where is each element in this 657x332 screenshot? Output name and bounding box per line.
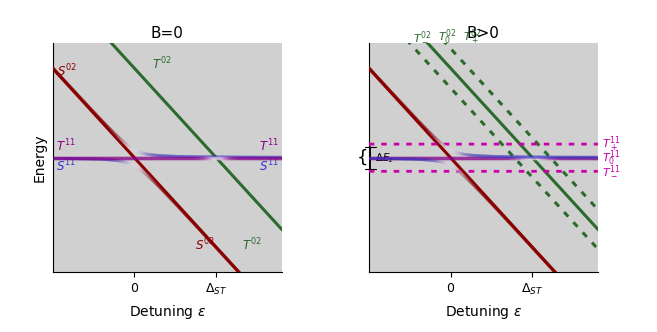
Text: $T^{11}$: $T^{11}$ bbox=[56, 138, 76, 154]
Text: $T_0^{11}$: $T_0^{11}$ bbox=[602, 148, 621, 168]
Text: $T^{11}$: $T^{11}$ bbox=[259, 138, 279, 154]
Y-axis label: Energy: Energy bbox=[33, 133, 47, 182]
Text: $T^{02}$: $T^{02}$ bbox=[152, 56, 172, 72]
Text: $T_-^{11}$: $T_-^{11}$ bbox=[602, 164, 621, 179]
Text: $\{$: $\{$ bbox=[356, 148, 367, 167]
Title: B=0: B=0 bbox=[150, 26, 183, 41]
Title: B>0: B>0 bbox=[467, 26, 500, 41]
Text: $T_+^{11}$: $T_+^{11}$ bbox=[602, 134, 621, 154]
Text: $S^{02}$: $S^{02}$ bbox=[195, 237, 215, 254]
X-axis label: Detuning $\varepsilon$: Detuning $\varepsilon$ bbox=[445, 302, 522, 321]
Text: $T^{02}$: $T^{02}$ bbox=[242, 237, 262, 254]
Text: $S^{11}$: $S^{11}$ bbox=[259, 158, 279, 174]
Text: $S^{11}$: $S^{11}$ bbox=[56, 158, 76, 174]
X-axis label: Detuning $\varepsilon$: Detuning $\varepsilon$ bbox=[129, 302, 206, 321]
Text: $\Delta E_z$: $\Delta E_z$ bbox=[374, 151, 394, 165]
Text: $T_0^{02}$: $T_0^{02}$ bbox=[438, 27, 457, 47]
Text: $T_+^{02}$: $T_+^{02}$ bbox=[463, 27, 481, 47]
Text: $S^{02}$: $S^{02}$ bbox=[57, 63, 78, 79]
Text: $T_-^{02}$: $T_-^{02}$ bbox=[413, 29, 432, 44]
